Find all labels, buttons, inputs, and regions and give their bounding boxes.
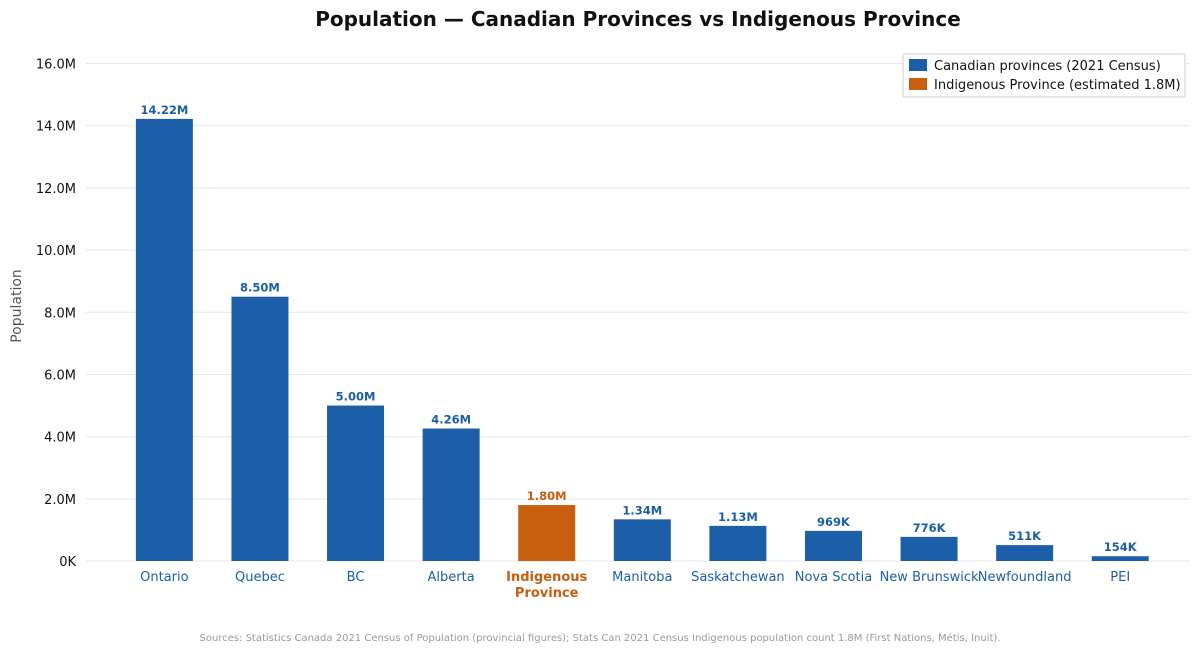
- y-tick-label: 8.0M: [44, 306, 76, 321]
- bar-new-brunswick: [900, 536, 958, 561]
- source-note: Sources: Statistics Canada 2021 Census o…: [199, 632, 1000, 644]
- x-tick-label: Newfoundland: [978, 570, 1072, 585]
- y-tick-label: 0K: [59, 555, 76, 570]
- chart-title: Population — Canadian Provinces vs Indig…: [315, 7, 961, 31]
- data-label: 5.00M: [336, 390, 376, 404]
- bar-manitoba: [613, 519, 671, 561]
- data-labels: 14.22M 8.50M 5.00M 4.26M 1.80M 1.34M 1.13M 969K…: [140, 103, 1137, 554]
- x-tick-label: Alberta: [428, 570, 475, 585]
- data-label: 776K: [913, 521, 947, 535]
- x-tick-label: Saskatchewan: [691, 570, 785, 585]
- x-tick-label: BC: [347, 570, 365, 585]
- legend-frame: [902, 53, 1186, 98]
- bar-indigenous-province: [518, 505, 576, 561]
- y-axis-ticks: 0K 2.0M 4.0M 6.0M 8.0M 10.0M 12.0M 14.0M 16.0M: [36, 58, 77, 570]
- x-tick-label: New Brunswick: [880, 570, 979, 585]
- y-tick-label: 12.0M: [36, 182, 76, 197]
- x-tick-label: Province: [515, 586, 579, 601]
- x-tick-label: Nova Scotia: [795, 570, 873, 585]
- y-axis-label: Population: [9, 269, 25, 343]
- y-tick-label: 10.0M: [36, 244, 76, 259]
- bar-bc: [327, 405, 385, 561]
- legend: Canadian provinces (2021 Census) Indigen…: [902, 53, 1186, 98]
- legend-swatch-canadian: [909, 59, 927, 71]
- y-tick-label: 16.0M: [36, 58, 76, 73]
- legend-swatch-indigenous: [909, 78, 927, 90]
- x-tick-label: Quebec: [235, 570, 285, 585]
- data-label: 1.34M: [622, 503, 662, 517]
- bar-nova-scotia: [804, 530, 862, 561]
- bar-quebec: [231, 296, 289, 561]
- data-label: 969K: [817, 515, 851, 529]
- data-label: 8.50M: [240, 281, 280, 295]
- x-tick-label: Indigenous: [506, 570, 587, 585]
- x-tick-label: Ontario: [140, 570, 188, 585]
- data-label: 14.22M: [140, 103, 188, 117]
- bars: [135, 118, 1149, 562]
- data-label: 1.13M: [718, 510, 758, 524]
- bar-pei: [1091, 556, 1149, 561]
- legend-label-indigenous: Indigenous Province (estimated 1.8M): [934, 78, 1181, 93]
- data-label: 154K: [1104, 540, 1138, 554]
- data-label: 1.80M: [527, 489, 567, 503]
- x-tick-label: PEI: [1110, 570, 1130, 585]
- bar-alberta: [422, 428, 480, 561]
- y-tick-label: 14.0M: [36, 120, 76, 135]
- bar-ontario: [135, 118, 193, 562]
- legend-label-canadian: Canadian provinces (2021 Census): [934, 59, 1161, 74]
- bar-newfoundland: [996, 545, 1054, 561]
- x-tick-label: Manitoba: [612, 570, 672, 585]
- y-tick-label: 6.0M: [44, 368, 76, 383]
- bar-saskatchewan: [709, 525, 767, 561]
- data-label: 4.26M: [431, 413, 471, 427]
- x-axis-ticks: Ontario Quebec BC Alberta IndigenousProvince…: [140, 570, 1130, 601]
- y-tick-label: 2.0M: [44, 493, 76, 508]
- y-tick-label: 4.0M: [44, 431, 76, 446]
- data-label: 511K: [1008, 529, 1042, 543]
